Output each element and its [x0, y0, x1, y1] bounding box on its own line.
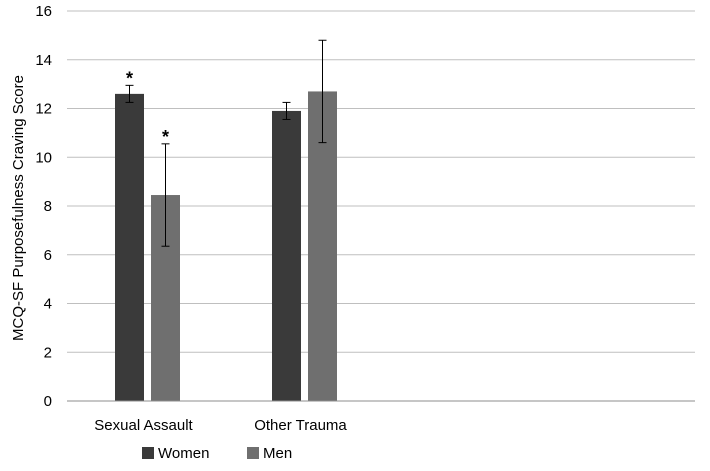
y-axis-title: MCQ-SF Purposefulness Craving Score	[10, 75, 27, 341]
legend-label-men: Men	[263, 445, 292, 462]
significance-asterisk: *	[162, 127, 169, 147]
category-label: Sexual Assault	[94, 417, 193, 434]
legend-swatch-women	[142, 447, 154, 459]
y-tick-label: 14	[35, 52, 52, 69]
y-tick-label: 4	[44, 296, 52, 313]
legend-label-women: Women	[158, 445, 209, 462]
y-tick-labels: 0 2 4 6 8 10 12 14 16	[35, 3, 52, 410]
legend: Women Men	[142, 445, 292, 462]
legend-swatch-men	[247, 447, 259, 459]
significance-asterisk: *	[126, 68, 133, 88]
bar-women-0	[115, 93, 144, 401]
bar-women-1	[272, 110, 301, 401]
error-bars	[125, 39, 327, 247]
y-tick-label: 16	[35, 3, 52, 20]
significance-marks: **	[126, 68, 169, 147]
y-tick-label: 12	[35, 101, 52, 118]
y-tick-label: 8	[44, 198, 52, 215]
bars	[115, 91, 337, 401]
y-tick-label: 2	[44, 344, 52, 361]
y-tick-label: 10	[35, 149, 52, 166]
y-tick-label: 6	[44, 247, 52, 264]
category-label: Other Trauma	[254, 417, 347, 434]
y-tick-label: 0	[44, 393, 52, 410]
category-labels: Sexual Assault Other Trauma	[94, 417, 347, 434]
